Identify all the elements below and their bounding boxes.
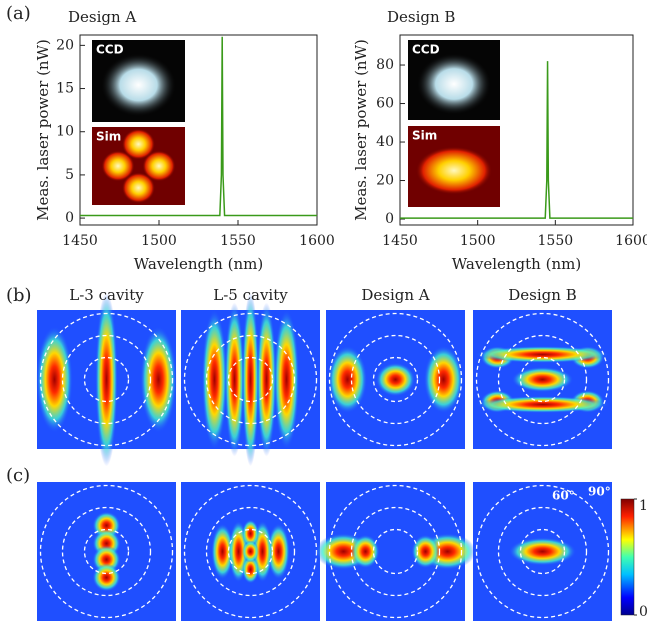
field-map <box>37 482 176 621</box>
x-tick-label: 1600 <box>299 233 335 249</box>
x-tick-label: 1500 <box>141 233 177 249</box>
x-tick-label: 1450 <box>62 233 98 249</box>
field-map <box>36 293 176 467</box>
figure: (a) (b) (c) Design ACCDSim05101520145015… <box>0 0 647 621</box>
field-lobe <box>140 326 176 432</box>
colorbar-tick-label: 0 <box>639 604 647 620</box>
panel-label: (b) <box>6 285 32 306</box>
y-tick-label: 15 <box>56 81 74 97</box>
chart-title: Design A <box>68 8 136 26</box>
colorbar-tick-label: 1 <box>639 498 647 514</box>
field-lobe <box>475 396 609 413</box>
field-lobe <box>242 540 259 562</box>
inset-label: Sim <box>412 129 437 143</box>
inset-spot <box>122 172 155 203</box>
colorbar <box>621 499 634 615</box>
y-tick-label: 60 <box>376 96 394 112</box>
field-map <box>473 482 612 621</box>
field-lobe <box>376 363 415 397</box>
map-title: L-3 cavity <box>69 286 144 304</box>
field-lobe <box>509 538 576 566</box>
y-axis-label: Meas. laser power (nW) <box>352 39 370 221</box>
x-tick-label: 1500 <box>460 233 496 249</box>
inset-label: Sim <box>96 130 121 144</box>
y-tick-label: 0 <box>65 210 74 226</box>
y-tick-label: 10 <box>56 124 74 140</box>
x-axis-label: Wavelength (nm) <box>134 255 263 273</box>
field-lobe <box>242 293 259 467</box>
inset-label: CCD <box>96 43 124 57</box>
x-tick-label: 1550 <box>538 233 574 249</box>
field-map <box>473 310 612 449</box>
field-lobe <box>93 564 121 592</box>
field-map <box>181 482 320 621</box>
field-map <box>316 482 476 621</box>
inset-spot <box>101 54 175 116</box>
map-title: Design A <box>361 286 429 304</box>
field-lobe <box>225 303 245 457</box>
map-title: Design B <box>508 286 576 304</box>
panel-label: (c) <box>6 465 30 486</box>
map-title: L-5 cavity <box>213 286 288 304</box>
y-axis-label: Meas. laser power (nW) <box>34 39 52 221</box>
field-map <box>326 310 465 449</box>
field-lobe <box>475 346 609 363</box>
panel-label: (a) <box>6 3 31 24</box>
inset-label: CCD <box>412 43 440 57</box>
inset-spot <box>415 146 492 195</box>
y-tick-label: 40 <box>376 134 394 150</box>
inset-spot <box>417 54 491 115</box>
angle-label: 60° <box>552 489 575 503</box>
field-lobe <box>352 535 380 569</box>
field-map <box>181 293 320 467</box>
field-lobe <box>412 535 440 569</box>
field-lobe <box>257 303 277 457</box>
field-lobe <box>95 293 117 467</box>
inset-spot <box>122 129 155 160</box>
field-lobe <box>36 326 72 432</box>
y-tick-label: 20 <box>56 37 74 53</box>
y-tick-label: 20 <box>376 173 394 189</box>
x-tick-label: 1550 <box>220 233 256 249</box>
y-tick-label: 0 <box>385 211 394 227</box>
x-tick-label: 1450 <box>382 233 418 249</box>
x-axis-label: Wavelength (nm) <box>452 255 581 273</box>
y-tick-label: 5 <box>65 167 74 183</box>
x-tick-label: 1600 <box>615 233 647 249</box>
y-tick-label: 80 <box>376 57 394 73</box>
chart-title: Design B <box>387 8 455 26</box>
angle-label: 90° <box>588 485 611 499</box>
